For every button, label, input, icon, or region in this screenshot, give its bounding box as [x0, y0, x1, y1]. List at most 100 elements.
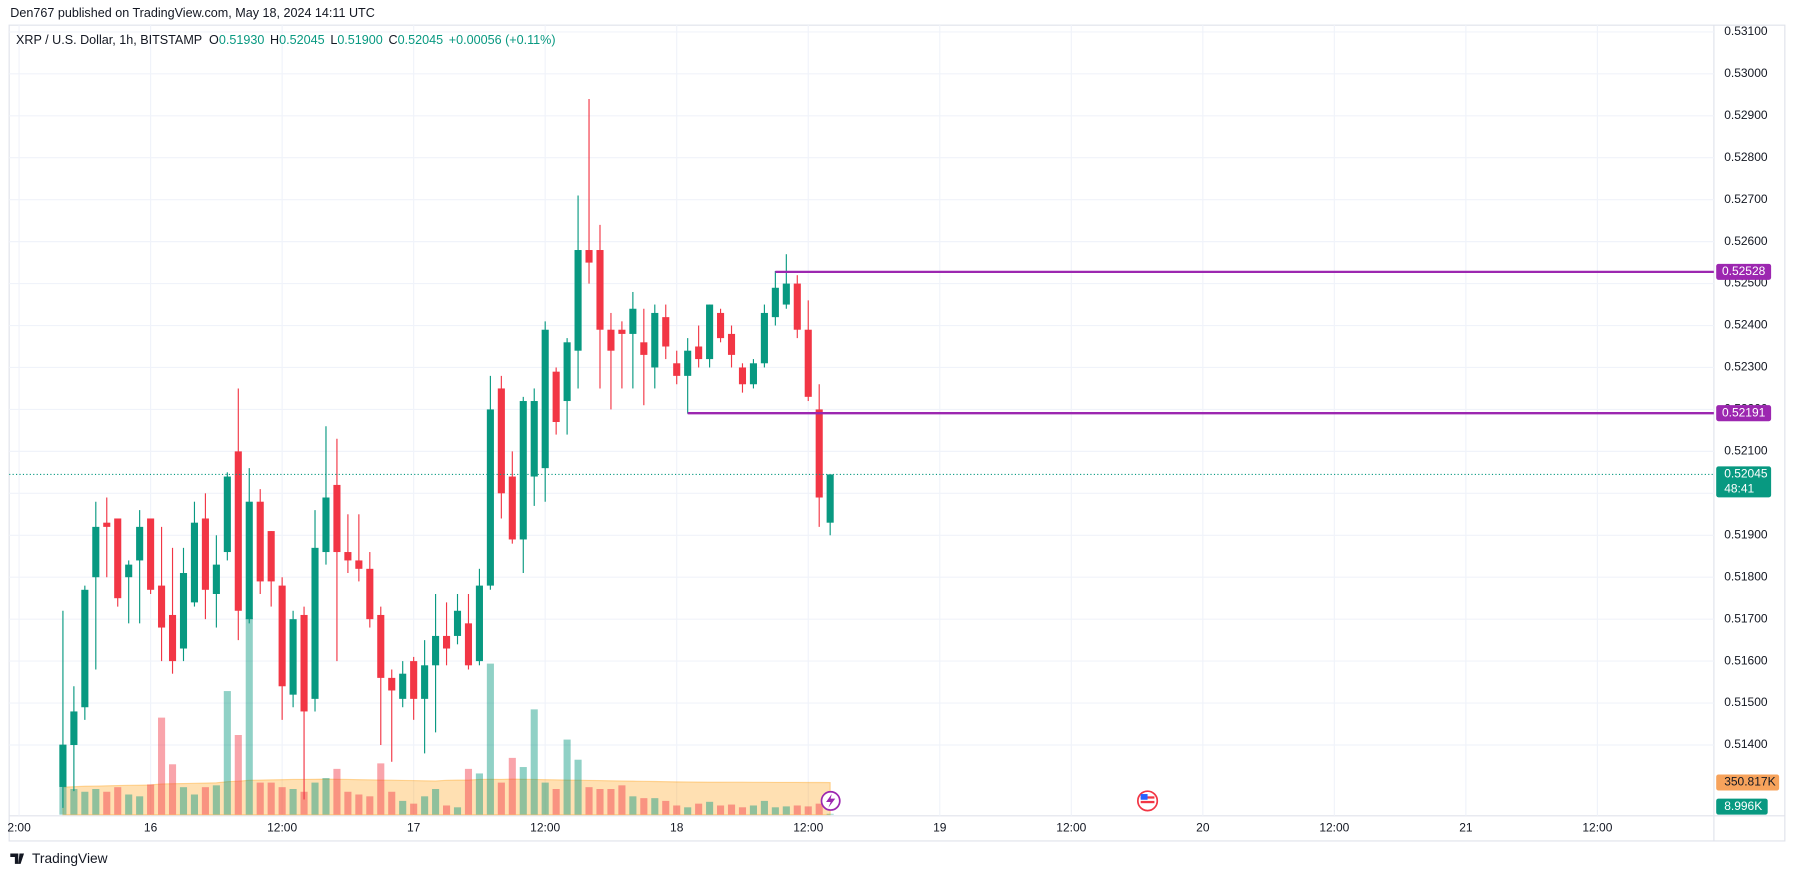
candle-body — [826, 474, 834, 523]
volume-bar — [629, 796, 637, 815]
publisher: Den767 published on TradingView.com, May… — [10, 6, 375, 20]
y-tick-label: 0.51700 — [1724, 611, 1768, 625]
candle-body — [344, 552, 352, 561]
y-tick-label: 0.52100 — [1724, 444, 1768, 458]
candle-body — [147, 518, 155, 590]
candle-body — [289, 619, 297, 695]
level-label: 0.52528 — [1722, 264, 1766, 278]
volume-bar — [607, 789, 615, 815]
volume-bar — [168, 764, 177, 815]
candle-body — [322, 497, 330, 553]
candle-body — [738, 367, 747, 385]
y-tick-label: 0.52800 — [1724, 150, 1768, 164]
candle-body — [103, 522, 111, 527]
candle-body — [662, 317, 670, 347]
volume-bar — [377, 763, 385, 815]
volume-bar — [782, 806, 790, 815]
volume-bar — [695, 803, 703, 815]
candle-body — [552, 371, 560, 423]
candle-body — [541, 329, 549, 469]
volume-bar — [804, 806, 812, 815]
candle-body — [410, 661, 418, 699]
y-tick-label: 0.52400 — [1724, 318, 1768, 332]
event-icon[interactable] — [820, 790, 841, 811]
candle-body — [497, 388, 505, 494]
candle-body — [81, 589, 89, 708]
volume-bar — [673, 805, 681, 815]
candle-body — [585, 250, 593, 263]
candle-body — [684, 350, 692, 376]
legend-key: O — [209, 34, 219, 48]
y-tick-label: 0.53000 — [1724, 66, 1768, 80]
volume-badge — [1716, 798, 1768, 815]
candle-body — [92, 526, 100, 578]
candle-body — [377, 614, 385, 678]
level-badge — [1716, 405, 1772, 422]
y-tick-label: 0.52300 — [1724, 360, 1768, 374]
volume-bar — [289, 789, 297, 815]
candle-body — [179, 573, 188, 649]
price-label: 0.52045 — [1724, 467, 1768, 481]
x-tick-label: 12:00 — [793, 821, 823, 835]
y-tick-label: 0.51600 — [1724, 653, 1768, 667]
flag-icon[interactable] — [1136, 790, 1159, 812]
volume-bar — [212, 785, 220, 815]
candle-body — [442, 635, 451, 649]
candle-body — [59, 745, 67, 787]
candle-body — [464, 623, 473, 666]
y-tick-label: 0.51500 — [1724, 695, 1768, 709]
candle-body — [749, 363, 757, 385]
volume-bar — [706, 801, 714, 815]
candle-body — [278, 585, 286, 687]
volume-bar — [442, 805, 451, 815]
candle-body — [432, 635, 440, 666]
volume-bar — [136, 796, 144, 815]
legend-key: C — [389, 34, 398, 48]
candle-body — [804, 329, 812, 397]
x-tick-label: 2:00 — [7, 821, 31, 835]
volume-bar — [190, 794, 198, 815]
volume-bar — [410, 803, 418, 815]
x-tick-label: 12:00 — [1319, 821, 1349, 835]
volume-bar — [541, 782, 549, 815]
candle-body — [629, 308, 637, 334]
volume-bar — [103, 791, 111, 815]
volume-bar — [749, 805, 757, 815]
candle-body — [399, 673, 407, 699]
volume-bar — [684, 807, 692, 815]
candle-body — [256, 501, 264, 582]
volume-bar — [256, 782, 264, 815]
candle-body — [793, 283, 801, 330]
legend-value: 0.52045 — [279, 34, 324, 48]
candle-body — [771, 287, 779, 318]
brand-logo[interactable]: TradingView — [10, 851, 108, 866]
volume-bar — [114, 787, 122, 815]
candle-body — [706, 304, 714, 360]
volume-bar — [81, 791, 89, 815]
volume-bar — [223, 691, 231, 815]
candle-body — [158, 585, 166, 628]
grid — [9, 25, 1714, 816]
legend-change: +0.00056 (+0.11%) — [449, 34, 556, 48]
candle-body — [125, 564, 133, 578]
volume-ma-label: 350.817K — [1724, 775, 1775, 789]
volume-bar — [640, 798, 648, 815]
candle-body — [245, 501, 253, 620]
candle-body — [475, 585, 483, 662]
candle-body — [717, 312, 725, 339]
y-tick-label: 0.51900 — [1724, 527, 1768, 541]
candle-body — [421, 665, 429, 699]
y-tick-label: 0.52700 — [1724, 192, 1768, 206]
candle-body — [333, 484, 341, 553]
volume-bar — [596, 789, 604, 815]
candle-body — [651, 312, 659, 368]
x-tick-label: 12:00 — [530, 821, 560, 835]
candle-body — [574, 250, 582, 351]
volume-bar — [727, 804, 736, 815]
volume-bar — [234, 735, 242, 815]
x-tick-label: 12:00 — [1582, 821, 1612, 835]
volume-bar — [662, 800, 670, 815]
